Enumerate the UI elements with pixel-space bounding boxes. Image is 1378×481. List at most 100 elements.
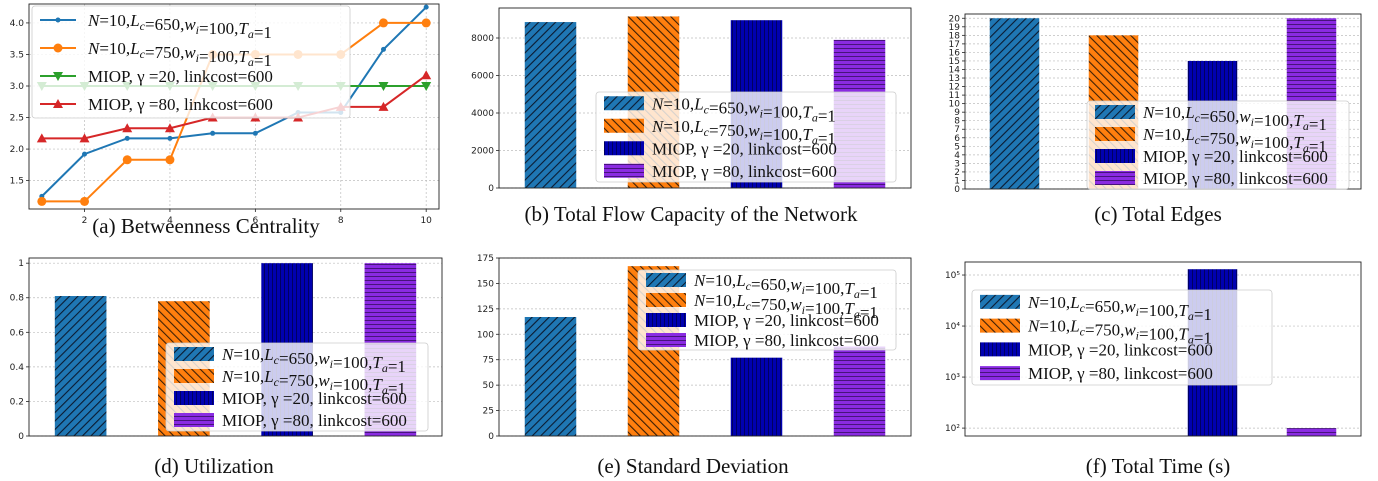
legend-frame [1086,100,1350,190]
data-point [167,135,173,141]
panel-a: 1.5 2.0 2.5 3.0 3.5 4.0 2 4 6 8 10 N=10,Lc=650,wi=1… [10,3,440,238]
legend-marker [55,17,61,23]
y-tick-label: 2 [954,168,960,178]
y-tick-label: 75 [483,356,494,366]
legend-label-3: MIOP, γ =20, linkcost=600 [1143,147,1328,166]
legend-label-4: MIOP, γ =80, linkcost=600 [222,411,407,430]
bar-4 [833,346,886,436]
legend-swatch [174,413,214,427]
legend-swatch [980,294,1020,309]
legend-swatch [1095,105,1135,119]
axes-frame [964,261,1362,437]
data-point [37,196,47,206]
legend: N=10,Lc=650,wi=100,Ta=1N=10,Lc=750,wi=10… [595,91,897,183]
legend-swatch [980,366,1020,381]
y-tick-label: 7 [954,125,960,135]
y-tick-label: 0 [18,432,24,442]
legend-label-4: MIOP, γ =80, linkcost=600 [88,95,273,114]
x-tick-label: 6 [252,216,258,226]
legend-swatch [646,313,686,327]
y-tick-label: 3.0 [10,82,25,92]
data-point [82,151,88,157]
legend-label-4: MIOP, γ =80, linkcost=600 [694,331,879,350]
y-tick-label: 1 [18,259,24,269]
legend-label-2: N=10,Lc=750,wi=100,Ta=1 [221,367,406,398]
y-tick-label: 10⁵ [945,271,960,281]
panel-f: 10² 10³ 10⁴ 10⁵ N=10,Lc=650,wi=100,Ta=1N=10,… [945,261,1362,478]
y-tick-label: 0 [488,432,494,442]
data-point [210,130,216,136]
y-tick-label: 10 [949,100,961,110]
bar-1 [524,22,577,188]
legend-label-3: MIOP, γ =20, linkcost=600 [1028,340,1213,359]
y-tick-label: 12 [949,83,960,93]
legend-swatch [604,118,644,133]
bar-1 [989,18,1040,189]
legend: N=10,Lc=650,wi=100,Ta=1N=10,Lc=750,wi=10… [1086,100,1350,190]
data-point [378,82,389,91]
y-tick-label: 4000 [471,109,494,119]
y-tick-label: 4.0 [10,19,25,29]
legend-label-3: MIOP, γ =20, linkcost=600 [222,389,407,408]
y-tick-label: 3 [954,159,960,169]
legend-label-2: N=10,Lc=750,wi=100,Ta=1 [1027,317,1212,348]
y-tick-label: 13 [949,74,960,84]
legend-swatch [980,342,1020,357]
y-tick-label: 0.6 [10,328,25,338]
legend-swatch [604,141,644,156]
panel-caption: (c) Total Edges [1094,202,1222,226]
legend-swatch [1095,149,1135,163]
data-point [122,155,132,165]
panel-caption: (e) Standard Deviation [597,454,789,478]
panel-caption: (b) Total Flow Capacity of the Network [525,202,858,226]
data-point [165,155,175,165]
data-point [164,123,175,133]
axes-frame [498,7,912,189]
legend-swatch [646,293,686,307]
data-point [122,123,133,133]
bar-3 [730,357,783,436]
legend-marker [53,72,63,81]
panel-caption: (d) Utilization [154,454,274,478]
data-point [378,18,388,28]
y-tick-label: 100 [477,330,494,340]
panel-c: 01234567891011121314151617181920N=10,Lc=… [949,13,1362,226]
data-point [423,4,429,10]
panel-b: 0 2000 4000 6000 8000 N=10,Lc=650,wi=100,Ta=1… [471,7,912,226]
y-tick-label: 10² [945,424,960,434]
legend-swatch [174,347,214,361]
legend-swatch [174,391,214,405]
legend: N=10,Lc=650,wi=100,Ta=1N=10,Lc=750,wi=10… [637,269,897,351]
legend-label-3: MIOP, γ =20, linkcost=600 [694,311,879,330]
legend-swatch [1095,171,1135,185]
x-tick-label: 10 [420,216,432,226]
legend-swatch [174,369,214,383]
y-tick-label: 0.8 [10,294,25,304]
x-tick-label: 4 [167,216,173,226]
data-point [421,82,432,91]
y-tick-label: 1 [954,176,960,186]
y-tick-label: 16 [949,48,961,58]
legend-swatch [604,96,644,111]
y-tick-label: 8 [954,117,960,127]
bar-4 [1286,428,1337,436]
legend-swatch [980,318,1020,333]
y-tick-label: 5 [954,142,960,152]
x-tick-label: 2 [82,216,88,226]
data-point [36,133,47,143]
legend-label-2: N=10,Lc=750,wi=100,Ta=1 [87,39,272,70]
y-tick-label: 9 [954,108,960,118]
data-point [421,18,431,28]
panel-d: 0 0.2 0.4 0.6 0.8 1 N=10,Lc=650,wi=100,Ta=1N=1… [10,257,443,478]
y-tick-label: 15 [949,57,960,67]
legend-swatch [646,333,686,347]
axes-frame [498,257,912,437]
data-point [421,70,432,80]
bar-1 [524,316,577,436]
legend-label-4: MIOP, γ =80, linkcost=600 [652,162,837,181]
legend-marker [53,99,63,108]
data-point [79,133,90,143]
y-tick-label: 10⁴ [945,322,960,332]
y-tick-label: 0.2 [10,397,24,407]
